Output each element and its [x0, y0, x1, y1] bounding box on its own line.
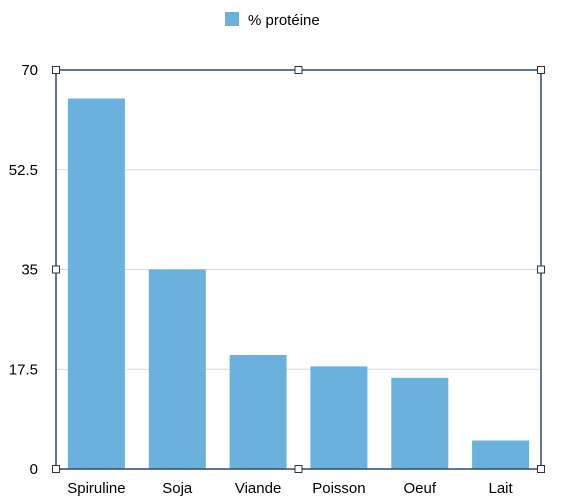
y-tick-label: 35 [21, 262, 38, 279]
bar-oeuf [391, 377, 449, 469]
x-tick-label: Oeuf [403, 480, 436, 497]
resize-handle-middle-right[interactable] [537, 265, 545, 274]
x-tick-label: Soja [162, 480, 193, 497]
x-tick-label: Poisson [312, 480, 365, 497]
resize-handle-top-middle[interactable] [294, 66, 303, 74]
y-tick-label: 52.5 [9, 162, 38, 179]
chart-legend: % protéine [225, 12, 320, 29]
resize-handle-middle-left[interactable] [52, 265, 60, 274]
x-tick-label: Viande [235, 480, 281, 497]
resize-handle-top-right[interactable] [537, 66, 545, 74]
bars [67, 98, 530, 469]
resize-handle-bottom-middle[interactable] [294, 465, 303, 473]
resize-handle-top-left[interactable] [52, 66, 60, 74]
y-tick-label: 17.5 [9, 361, 38, 378]
selection-handles[interactable] [52, 66, 545, 473]
x-axis-tick-labels: Spiruline Soja Viande Poisson Oeuf Lait [67, 480, 513, 497]
bar-viande [229, 355, 287, 469]
bar-lait [472, 440, 530, 469]
bar-poisson [310, 366, 368, 469]
grid-lines [56, 169, 541, 370]
resize-handle-bottom-right[interactable] [537, 465, 545, 473]
x-tick-label: Spiruline [67, 480, 125, 497]
bar-spiruline [67, 98, 125, 469]
y-axis-tick-labels: 0 17.5 35 52.5 70 [9, 62, 38, 478]
y-tick-label: 0 [30, 461, 38, 478]
legend-swatch [225, 12, 239, 26]
resize-handle-bottom-left[interactable] [52, 465, 60, 473]
bar-soja [148, 269, 206, 469]
y-tick-label: 70 [21, 62, 38, 79]
legend-label: % protéine [248, 12, 320, 29]
x-tick-label: Lait [488, 480, 513, 497]
